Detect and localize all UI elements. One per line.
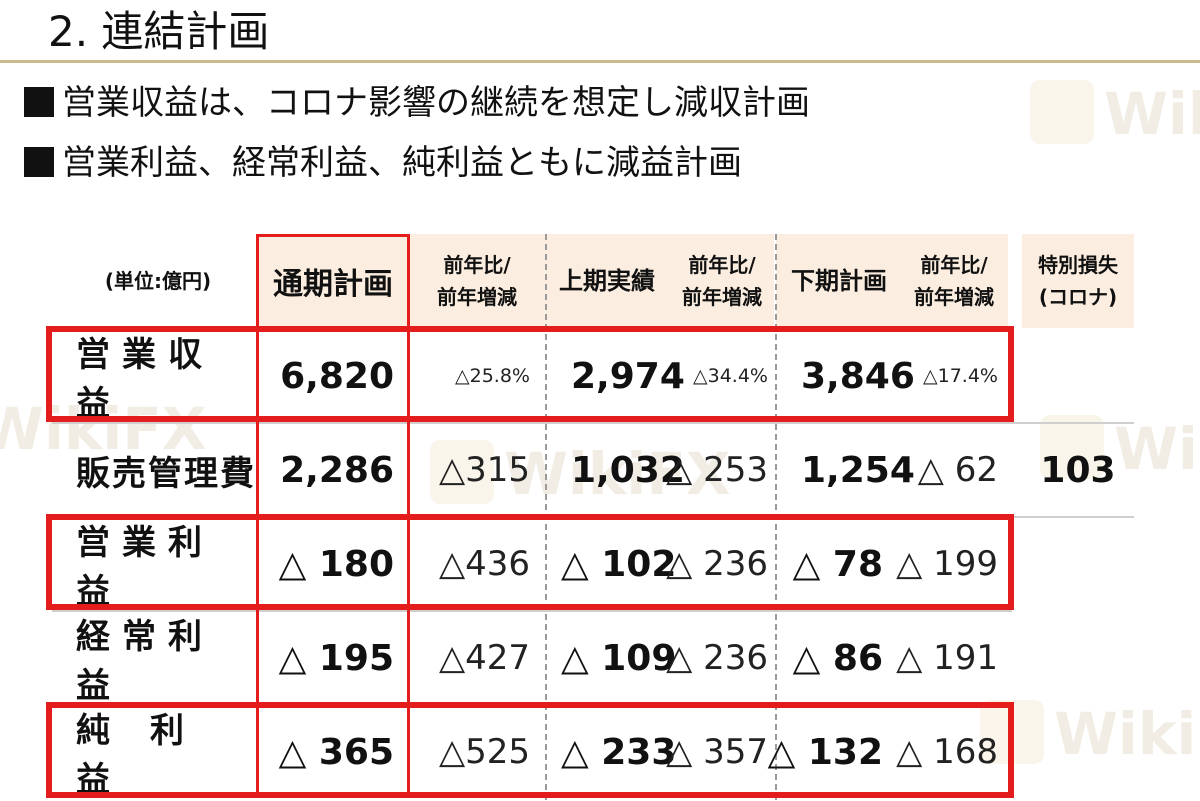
page-title: 2. 連結計画 (48, 7, 270, 56)
table-cell-h1: △ 109 (561, 637, 677, 679)
square-bullet-icon (24, 147, 54, 177)
bullet-item-2: 営業利益、経常利益、純利益ともに減益計画 (24, 138, 742, 188)
table-cell-yoy3: △ 199 (896, 544, 998, 584)
header-background (258, 234, 774, 328)
bullet-text-1: 営業収益は、コロナ影響の継続を想定し減収計画 (62, 83, 810, 123)
watermark: WikiFX (980, 700, 1200, 768)
table-cell-h1: 1,032 (571, 449, 685, 491)
square-bullet-icon (24, 87, 54, 117)
col-header-h1-actual: 上期実績 (559, 267, 655, 295)
table-cell-yoy1: △436 (438, 544, 530, 584)
watermark: WikiFX (1030, 80, 1200, 148)
table-cell-h1: △ 102 (561, 543, 677, 585)
header-background-special (1022, 234, 1134, 328)
table-cell-yoy3: △17.4% (923, 365, 998, 387)
table-cell-special: 103 (1040, 449, 1116, 491)
table-cell-yoy1: △525 (438, 732, 530, 772)
table-cell-h1: 2,974 (571, 355, 685, 397)
table-cell-h2: △ 78 (792, 543, 883, 585)
table-cell-h2: 3,846 (801, 355, 915, 397)
bullet-item-1: 営業収益は、コロナ影響の継続を想定し減収計画 (24, 78, 810, 128)
table-cell-yoy1: △427 (438, 638, 530, 678)
table-cell-plan: △ 195 (278, 637, 394, 679)
header-background (776, 234, 1008, 328)
table-cell-h2: △ 132 (767, 731, 883, 773)
row-divider (52, 610, 1012, 612)
col-header-yoy3: 前年比/ 前年増減 (914, 253, 994, 309)
table-cell-h2: △ 86 (792, 637, 883, 679)
title-underline (0, 60, 1200, 63)
row-label: 営業利益 (76, 523, 214, 612)
unit-label: (単位:億円) (104, 269, 212, 293)
table-cell-yoy2: △ 236 (666, 638, 768, 678)
table-cell-yoy2: △ 236 (666, 544, 768, 584)
table-cell-yoy2: △34.4% (693, 365, 768, 387)
table-cell-yoy3: △ 62 (917, 450, 998, 490)
table-cell-yoy1: △315 (438, 450, 530, 490)
table-cell-h2: 1,254 (801, 449, 915, 491)
table-cell-yoy1: △25.8% (455, 365, 530, 387)
table-cell-yoy2: △ 253 (666, 450, 768, 490)
row-label: 販売管理費 (76, 453, 256, 494)
table-cell-yoy2: △ 357 (666, 732, 768, 772)
col-header-special: 特別損失 (コロナ) (1038, 253, 1118, 309)
table-cell-plan: 2,286 (280, 449, 394, 491)
bullet-text-2: 営業利益、経常利益、純利益ともに減益計画 (62, 143, 742, 183)
table-cell-plan: 6,820 (280, 355, 394, 397)
table-cell-plan: △ 365 (278, 731, 394, 773)
table-cell-h1: △ 233 (561, 731, 677, 773)
col-header-h2-plan: 下期計画 (791, 267, 887, 295)
col-header-yoy2: 前年比/ 前年増減 (682, 253, 762, 309)
watermark-logo-icon (1030, 80, 1094, 144)
row-label: 経常利益 (76, 617, 214, 706)
row-divider (52, 422, 1134, 424)
table-cell-yoy3: △ 191 (896, 638, 998, 678)
col-header-yoy1: 前年比/ 前年増減 (437, 253, 517, 309)
row-label: 営業収益 (76, 335, 214, 424)
col-header-plan-full: 通期計画 (273, 267, 393, 302)
table-cell-plan: △ 180 (278, 543, 394, 585)
table-cell-yoy3: △ 168 (896, 732, 998, 772)
row-label: 純利益 (76, 711, 224, 800)
